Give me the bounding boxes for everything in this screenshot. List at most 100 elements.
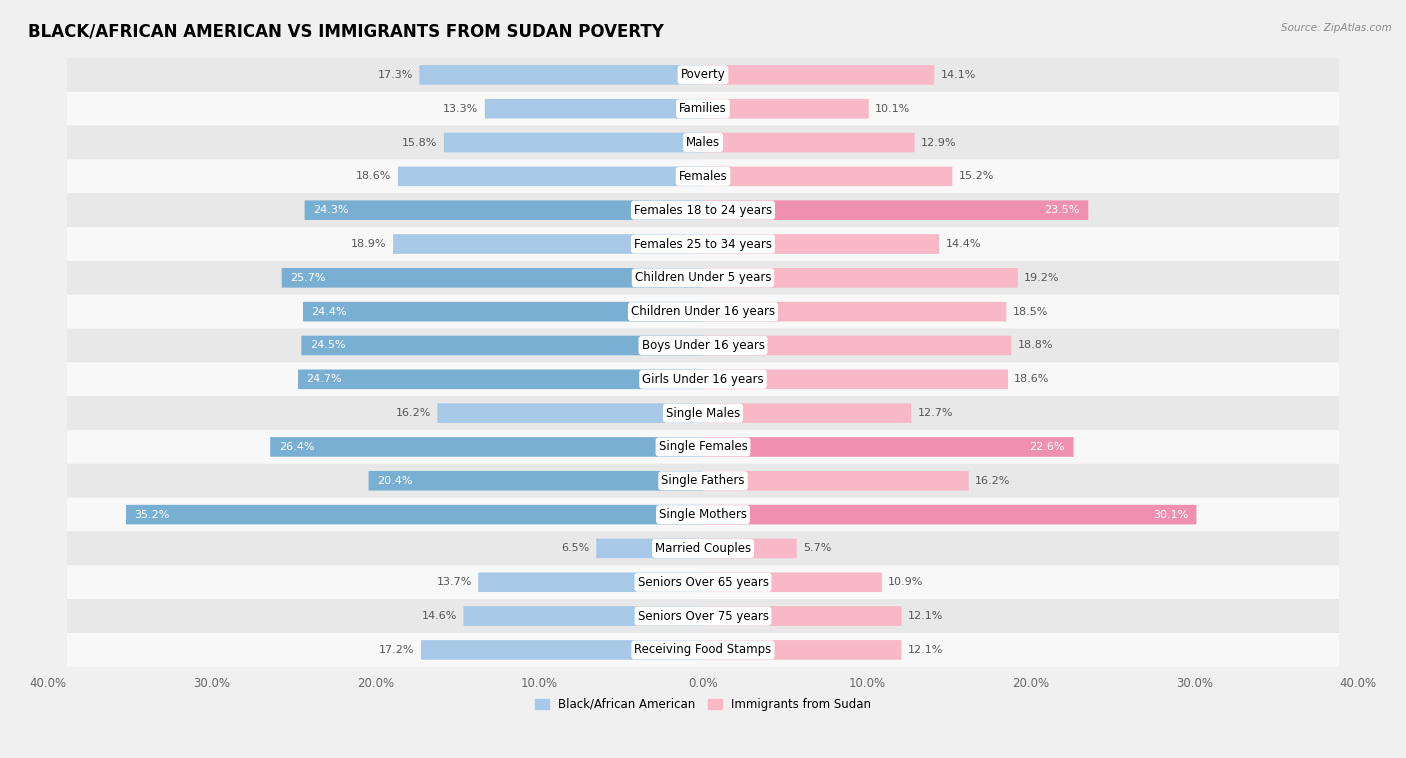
FancyBboxPatch shape <box>67 92 1339 126</box>
FancyBboxPatch shape <box>281 268 703 287</box>
FancyBboxPatch shape <box>703 539 797 558</box>
Text: 25.7%: 25.7% <box>290 273 326 283</box>
Text: 35.2%: 35.2% <box>135 509 170 519</box>
FancyBboxPatch shape <box>305 200 703 220</box>
Text: Females 25 to 34 years: Females 25 to 34 years <box>634 237 772 250</box>
FancyBboxPatch shape <box>703 572 882 592</box>
FancyBboxPatch shape <box>703 403 911 423</box>
Text: Families: Families <box>679 102 727 115</box>
Text: 20.4%: 20.4% <box>377 476 412 486</box>
FancyBboxPatch shape <box>67 193 1339 227</box>
Text: 18.6%: 18.6% <box>1014 374 1050 384</box>
FancyBboxPatch shape <box>485 99 703 118</box>
FancyBboxPatch shape <box>67 430 1339 464</box>
Text: 13.7%: 13.7% <box>437 578 472 587</box>
Text: 23.5%: 23.5% <box>1045 205 1080 215</box>
FancyBboxPatch shape <box>67 295 1339 328</box>
Text: Seniors Over 65 years: Seniors Over 65 years <box>637 576 769 589</box>
Text: 18.6%: 18.6% <box>356 171 392 181</box>
Text: 10.9%: 10.9% <box>889 578 924 587</box>
Text: 12.1%: 12.1% <box>908 611 943 621</box>
FancyBboxPatch shape <box>420 640 703 659</box>
FancyBboxPatch shape <box>67 633 1339 667</box>
Text: BLACK/AFRICAN AMERICAN VS IMMIGRANTS FROM SUDAN POVERTY: BLACK/AFRICAN AMERICAN VS IMMIGRANTS FRO… <box>28 23 664 41</box>
FancyBboxPatch shape <box>703 234 939 254</box>
FancyBboxPatch shape <box>394 234 703 254</box>
Text: 18.5%: 18.5% <box>1012 307 1047 317</box>
Text: 22.6%: 22.6% <box>1029 442 1066 452</box>
FancyBboxPatch shape <box>298 369 703 389</box>
FancyBboxPatch shape <box>67 159 1339 193</box>
FancyBboxPatch shape <box>703 437 1074 457</box>
Text: 13.3%: 13.3% <box>443 104 478 114</box>
Text: Seniors Over 75 years: Seniors Over 75 years <box>637 609 769 622</box>
Text: Males: Males <box>686 136 720 149</box>
FancyBboxPatch shape <box>67 58 1339 92</box>
Text: 10.1%: 10.1% <box>875 104 910 114</box>
FancyBboxPatch shape <box>301 336 703 356</box>
FancyBboxPatch shape <box>703 167 952 186</box>
FancyBboxPatch shape <box>703 640 901 659</box>
Text: 15.2%: 15.2% <box>959 171 994 181</box>
FancyBboxPatch shape <box>444 133 703 152</box>
FancyBboxPatch shape <box>437 403 703 423</box>
FancyBboxPatch shape <box>368 471 703 490</box>
FancyBboxPatch shape <box>270 437 703 457</box>
Text: 16.2%: 16.2% <box>395 408 432 418</box>
Text: Girls Under 16 years: Girls Under 16 years <box>643 373 763 386</box>
Text: Females: Females <box>679 170 727 183</box>
Text: Boys Under 16 years: Boys Under 16 years <box>641 339 765 352</box>
FancyBboxPatch shape <box>67 599 1339 633</box>
Text: 6.5%: 6.5% <box>562 543 591 553</box>
FancyBboxPatch shape <box>419 65 703 85</box>
Text: 16.2%: 16.2% <box>974 476 1011 486</box>
Text: 14.1%: 14.1% <box>941 70 976 80</box>
Text: 24.5%: 24.5% <box>309 340 346 350</box>
Text: 5.7%: 5.7% <box>803 543 831 553</box>
Text: 12.1%: 12.1% <box>908 645 943 655</box>
FancyBboxPatch shape <box>464 606 703 626</box>
FancyBboxPatch shape <box>703 606 901 626</box>
Text: Single Fathers: Single Fathers <box>661 475 745 487</box>
FancyBboxPatch shape <box>703 302 1007 321</box>
FancyBboxPatch shape <box>127 505 703 525</box>
Text: 12.9%: 12.9% <box>921 137 956 148</box>
FancyBboxPatch shape <box>703 65 934 85</box>
Text: 14.6%: 14.6% <box>422 611 457 621</box>
Text: 24.3%: 24.3% <box>314 205 349 215</box>
FancyBboxPatch shape <box>67 565 1339 599</box>
Text: 18.9%: 18.9% <box>352 239 387 249</box>
FancyBboxPatch shape <box>398 167 703 186</box>
FancyBboxPatch shape <box>478 572 703 592</box>
FancyBboxPatch shape <box>67 498 1339 531</box>
Legend: Black/African American, Immigrants from Sudan: Black/African American, Immigrants from … <box>530 693 876 716</box>
FancyBboxPatch shape <box>67 396 1339 430</box>
Text: 24.7%: 24.7% <box>307 374 342 384</box>
Text: 19.2%: 19.2% <box>1024 273 1060 283</box>
FancyBboxPatch shape <box>67 362 1339 396</box>
FancyBboxPatch shape <box>703 133 915 152</box>
Text: Single Males: Single Males <box>666 406 740 420</box>
Text: 30.1%: 30.1% <box>1153 509 1188 519</box>
Text: Married Couples: Married Couples <box>655 542 751 555</box>
Text: 15.8%: 15.8% <box>402 137 437 148</box>
Text: Receiving Food Stamps: Receiving Food Stamps <box>634 644 772 656</box>
FancyBboxPatch shape <box>67 261 1339 295</box>
Text: 14.4%: 14.4% <box>945 239 981 249</box>
FancyBboxPatch shape <box>596 539 703 558</box>
FancyBboxPatch shape <box>703 200 1088 220</box>
FancyBboxPatch shape <box>67 126 1339 159</box>
FancyBboxPatch shape <box>67 464 1339 498</box>
FancyBboxPatch shape <box>703 505 1197 525</box>
FancyBboxPatch shape <box>302 302 703 321</box>
Text: 17.2%: 17.2% <box>380 645 415 655</box>
Text: 26.4%: 26.4% <box>278 442 314 452</box>
FancyBboxPatch shape <box>703 336 1011 356</box>
Text: Single Females: Single Females <box>658 440 748 453</box>
Text: Females 18 to 24 years: Females 18 to 24 years <box>634 204 772 217</box>
Text: 24.4%: 24.4% <box>311 307 347 317</box>
FancyBboxPatch shape <box>703 369 1008 389</box>
Text: 17.3%: 17.3% <box>378 70 413 80</box>
FancyBboxPatch shape <box>703 268 1018 287</box>
Text: Children Under 5 years: Children Under 5 years <box>634 271 772 284</box>
